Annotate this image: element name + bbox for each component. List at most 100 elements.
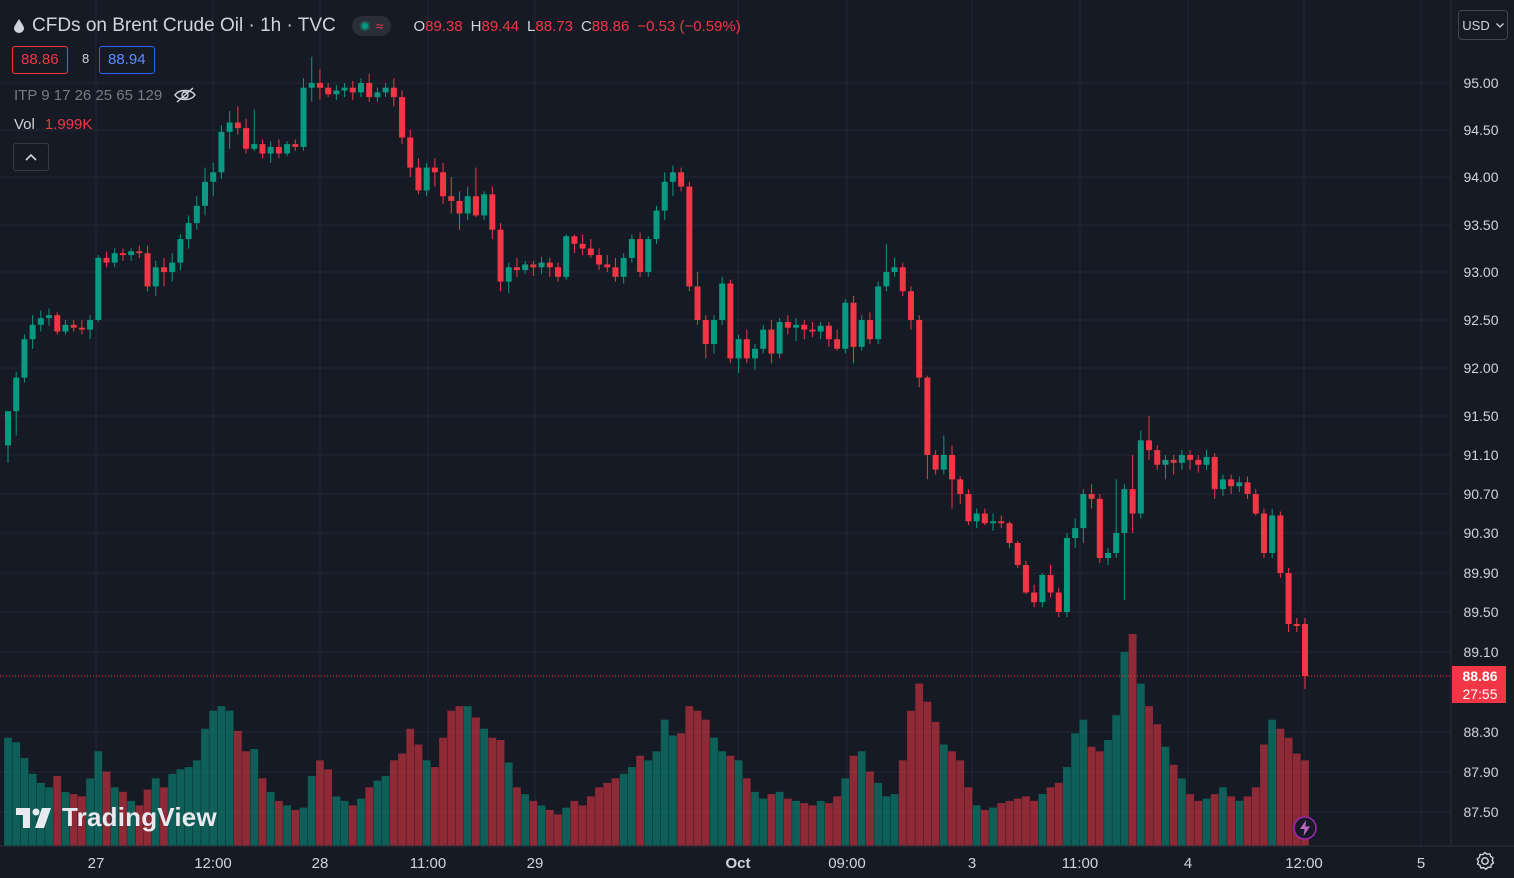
settings-icon[interactable] <box>1474 850 1496 872</box>
candle-body <box>95 257 102 320</box>
volume-bar <box>775 791 784 846</box>
symbol-title[interactable]: CFDs on Brent Crude Oil · 1h · TVC <box>32 15 336 36</box>
buy-button[interactable]: 88.94 <box>99 46 155 74</box>
volume-bar <box>201 728 209 846</box>
tradingview-logo[interactable]: TradingView <box>16 802 217 833</box>
candle-body <box>46 315 53 319</box>
time-tick-label: Oct <box>725 855 750 872</box>
volume-bar <box>340 800 349 846</box>
candle-body <box>735 339 742 359</box>
volume-legend[interactable]: Vol 1.999K <box>14 116 92 133</box>
volume-bar <box>20 758 29 846</box>
volume-bar <box>1046 787 1055 846</box>
volume-bar <box>274 800 283 846</box>
candle-body <box>669 172 676 182</box>
candle-body <box>645 239 652 272</box>
candle-body <box>587 248 594 256</box>
volume-bar <box>1243 796 1252 846</box>
candle-body <box>21 339 28 378</box>
candle-body <box>366 83 373 98</box>
volume-bar <box>808 805 817 846</box>
volume-bar <box>1005 800 1014 846</box>
volume-bar <box>283 805 292 846</box>
candle-body <box>300 87 307 147</box>
volume-bar <box>529 800 538 846</box>
market-status[interactable]: ≈ <box>351 16 392 36</box>
candle-body <box>415 167 422 191</box>
candle-body <box>1228 479 1235 487</box>
collapse-legend-button[interactable] <box>13 143 49 171</box>
candle-body <box>850 302 857 347</box>
volume-bar <box>160 787 168 846</box>
volume-bar <box>110 787 119 846</box>
volume-bar <box>866 771 874 846</box>
candle-body <box>1047 574 1054 593</box>
sell-button[interactable]: 88.86 <box>12 46 68 74</box>
volume-bar <box>422 760 431 846</box>
volume-bar <box>357 798 365 846</box>
candle-body <box>292 144 299 147</box>
volume-bar <box>833 796 841 846</box>
volume-bar <box>595 787 603 846</box>
eye-hidden-icon[interactable] <box>174 86 197 104</box>
time-tick-label: 09:00 <box>828 855 866 872</box>
candle-body <box>866 320 873 340</box>
volume-bar <box>734 760 743 846</box>
volume-bar <box>611 778 620 846</box>
volume-bar <box>233 730 242 846</box>
volume-bar <box>1038 794 1047 846</box>
volume-bar <box>135 805 144 846</box>
volume-bar <box>603 782 612 846</box>
volume-bar <box>414 744 423 846</box>
volume-bar <box>841 778 850 846</box>
volume-bar <box>291 809 300 846</box>
candle-body <box>62 324 69 332</box>
candle-body <box>464 196 471 214</box>
currency-select[interactable]: USD <box>1458 10 1508 40</box>
candle-body <box>1269 515 1276 553</box>
candle-body <box>1195 459 1202 465</box>
volume-bar <box>324 769 333 846</box>
volume-bar <box>1063 767 1071 846</box>
volume-bar <box>1260 744 1268 846</box>
volume-bar <box>956 760 965 846</box>
candle-body <box>136 251 143 254</box>
volume-bar <box>710 737 718 846</box>
volume-bar <box>989 807 997 846</box>
volume-bar <box>94 751 103 846</box>
volume-bar <box>1136 683 1145 846</box>
candle-body <box>128 251 135 256</box>
volume-bar <box>209 710 218 846</box>
candle-body <box>801 324 808 330</box>
candle-body <box>702 320 709 344</box>
price-tick-label: 87.50 <box>1463 804 1498 820</box>
volume-bar <box>430 767 439 846</box>
candle-body <box>1203 456 1210 465</box>
volume-bar <box>923 701 932 846</box>
candle-body <box>1277 515 1284 573</box>
candle-body <box>916 320 923 378</box>
volume-bar <box>669 735 677 846</box>
volume-bar <box>1112 715 1121 846</box>
volume-bar <box>980 809 989 846</box>
candle-body <box>694 286 701 320</box>
volume-bar <box>1268 719 1277 846</box>
volume-bar <box>348 805 357 846</box>
candle-body <box>349 87 356 93</box>
candle-body <box>169 262 176 272</box>
volume-bar <box>742 778 751 846</box>
candle-body <box>949 455 956 480</box>
market-open-icon <box>359 21 370 31</box>
price-tick-label: 91.10 <box>1463 447 1498 463</box>
flash-icon[interactable] <box>1292 815 1318 841</box>
volume-bar <box>496 740 505 846</box>
candle-body <box>710 320 717 344</box>
candle-body <box>940 455 947 470</box>
candle-body <box>628 239 635 258</box>
indicator-legend[interactable]: ITP 9 17 26 25 65 129 <box>14 86 197 104</box>
candle-body <box>924 377 931 455</box>
volume-bar <box>1054 782 1063 846</box>
volume-bar <box>570 800 579 846</box>
candle-body <box>809 329 816 332</box>
